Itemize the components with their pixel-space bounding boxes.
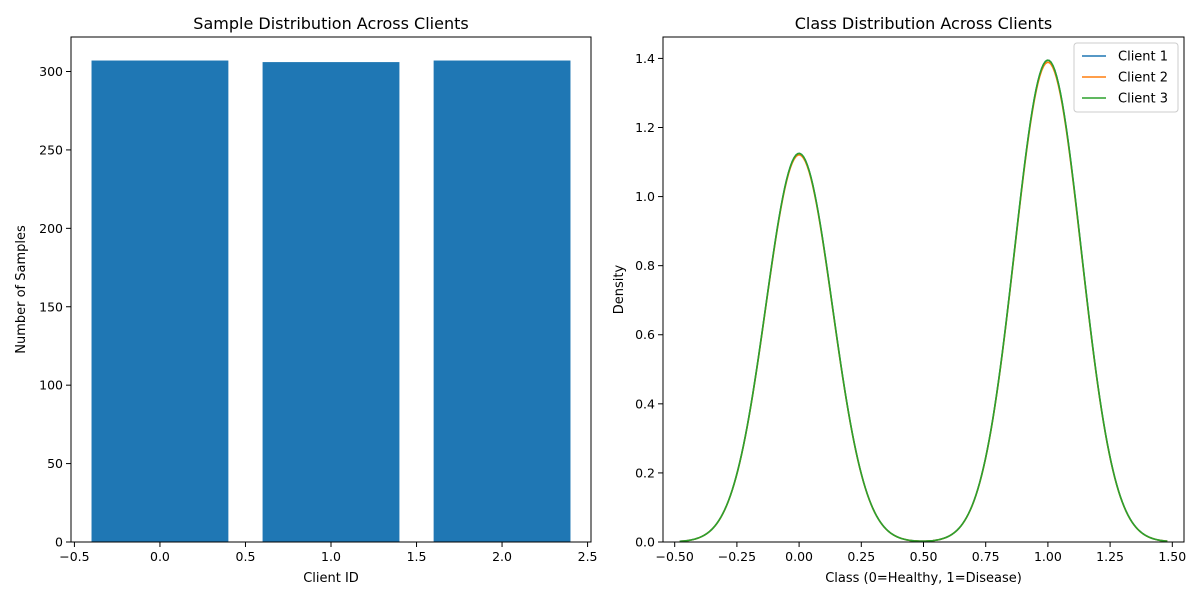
density-chart-frame <box>662 36 1185 543</box>
density-y-tick-label: 0.0 <box>635 535 655 550</box>
bar-y-tick-label: 250 <box>39 142 63 157</box>
density-x-tick-label: 1.25 <box>1096 549 1124 564</box>
bar-chart-title: Sample Distribution Across Clients <box>193 14 468 33</box>
density-y-tick-label: 0.8 <box>635 258 655 273</box>
bar-y-axis-label: Number of Samples <box>14 225 29 354</box>
density-x-tick-label: 0.00 <box>785 549 813 564</box>
bar-y-tick-label: 200 <box>39 221 63 236</box>
density-x-tick-label: 1.50 <box>1158 549 1186 564</box>
bar-y-tick-label: 100 <box>39 378 63 393</box>
legend-label: Client 3 <box>1118 92 1168 107</box>
density-y-ticks: 0.0 0.2 0.4 0.6 0.8 1.0 1.2 1.4 <box>635 51 663 550</box>
legend-label: Client 1 <box>1118 50 1168 65</box>
density-y-tick-label: 0.6 <box>635 327 655 342</box>
legend: Client 1 Client 2 Client 3 <box>1073 42 1179 113</box>
density-y-tick-label: 1.4 <box>635 51 655 66</box>
bar-client-1 <box>262 62 400 542</box>
density-y-tick-label: 1.2 <box>635 120 655 135</box>
bar-y-tick-label: 150 <box>39 299 63 314</box>
bar-x-tick-label: 2.0 <box>492 549 512 564</box>
bar-x-tick-label: 2.5 <box>578 549 598 564</box>
density-x-tick-label: 1.00 <box>1034 549 1062 564</box>
bar-x-tick-label: 0.0 <box>150 549 170 564</box>
bar-x-ticks: −0.5 0.0 0.5 1.0 1.5 2.0 2.5 <box>59 542 598 564</box>
density-x-tick-label: −0.50 <box>656 549 694 564</box>
density-x-axis-label: Class (0=Healthy, 1=Disease) <box>825 571 1022 586</box>
density-y-tick-label: 0.2 <box>635 465 655 480</box>
density-x-tick-label: −0.25 <box>718 549 756 564</box>
bar-x-tick-label: 0.5 <box>236 549 256 564</box>
bar-chart: Sample Distribution Across Clients −0.5 0… <box>14 14 598 586</box>
density-x-tick-label: 0.50 <box>910 549 938 564</box>
bar-x-tick-label: 1.0 <box>321 549 341 564</box>
density-x-ticks: −0.50 −0.25 0.00 0.25 0.50 0.75 1.00 1.25 1.50 <box>656 542 1186 564</box>
bar-chart-frame <box>70 36 592 543</box>
density-y-tick-label: 1.0 <box>635 189 655 204</box>
density-x-tick-label: 0.25 <box>847 549 875 564</box>
density-y-tick-label: 0.4 <box>635 396 655 411</box>
density-x-tick-label: 0.75 <box>972 549 1000 564</box>
bar-y-ticks: 0 50 100 150 200 250 300 <box>39 64 71 550</box>
density-series <box>679 59 1168 543</box>
bar-y-tick-label: 50 <box>47 456 63 471</box>
bar-series <box>91 60 571 543</box>
bar-x-tick-label: 1.5 <box>407 549 427 564</box>
bar-client-0 <box>91 60 229 543</box>
density-line-client-3 <box>679 59 1168 543</box>
legend-box <box>1073 42 1179 113</box>
bar-y-tick-label: 300 <box>39 64 63 79</box>
density-chart-title: Class Distribution Across Clients <box>795 14 1053 33</box>
bar-client-2 <box>433 60 571 543</box>
legend-label: Client 2 <box>1118 71 1168 86</box>
density-chart: Class Distribution Across Clients −0.50−… <box>612 14 1186 586</box>
bar-x-axis-label: Client ID <box>303 571 359 586</box>
bar-y-tick-label: 0 <box>55 535 63 550</box>
bar-x-tick-label: −0.5 <box>59 549 89 564</box>
density-y-axis-label: Density <box>612 264 627 314</box>
